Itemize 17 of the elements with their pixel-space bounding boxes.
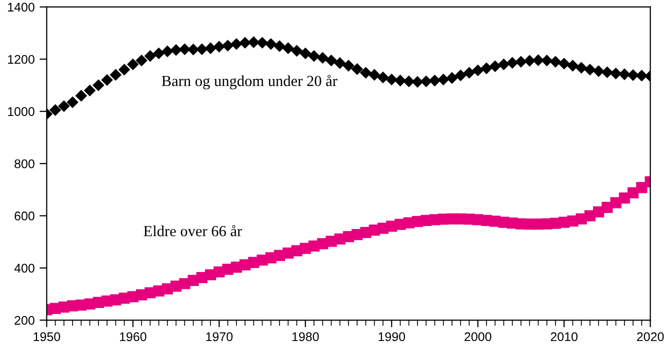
x-tick-label: 2000 [464, 332, 492, 342]
y-tick-label: 800 [14, 159, 34, 168]
x-tick-label: 2020 [637, 332, 664, 342]
x-tick-label: 1960 [120, 332, 146, 342]
y-tick-label: 200 [14, 316, 34, 325]
x-tick-label: 1990 [378, 332, 406, 342]
y-tick-label: 600 [14, 212, 34, 220]
y-tick-label: 1000 [8, 107, 34, 116]
y-tick-label: 400 [14, 264, 34, 273]
x-tick-label: 1950 [34, 332, 60, 342]
x-tick-label: 1980 [292, 332, 319, 342]
series-label: Eldre over 66 år [144, 225, 242, 236]
y-tick-label: 1200 [8, 54, 34, 64]
y-tick-label: 1400 [8, 2, 34, 12]
series-label: Barn og ungdom under 20 år [162, 74, 338, 90]
x-tick-label: 2010 [550, 332, 578, 342]
x-tick-label: 1970 [206, 332, 233, 342]
